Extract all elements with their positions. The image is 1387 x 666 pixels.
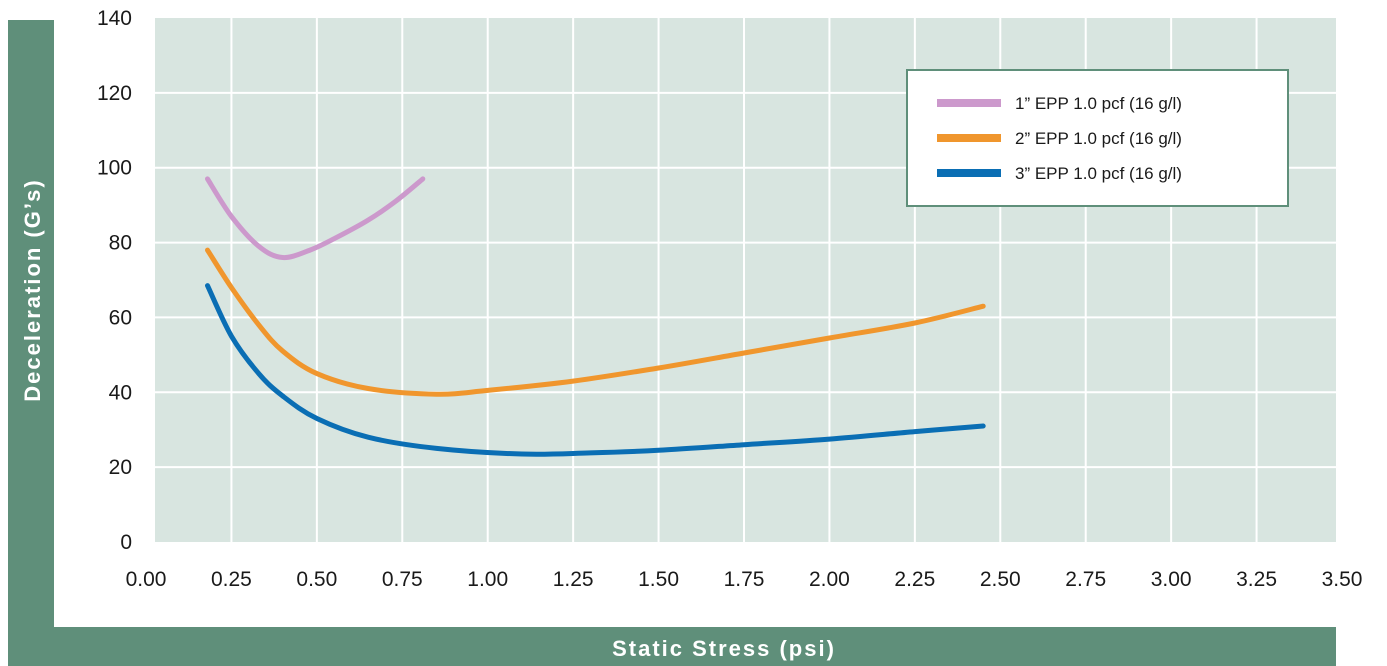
x-tick-label-0: 0.00 <box>126 568 167 591</box>
x-tick-label-6: 1.50 <box>638 568 679 591</box>
x-axis-title: Static Stress (psi) <box>612 636 836 661</box>
x-tick-label-14: 3.50 <box>1322 568 1363 591</box>
x-tick-label-13: 3.25 <box>1236 568 1277 591</box>
y-tick-label-0: 0 <box>120 531 132 554</box>
y-tick-label-2: 40 <box>109 381 132 404</box>
tick-labels: 0.00 0.25 0.50 0.75 1.00 1.25 1.50 1.75 2.00 2.25… <box>97 7 1362 591</box>
y-tick-label-4: 80 <box>109 232 132 255</box>
x-axis-band <box>8 627 1336 666</box>
x-tick-label-11: 2.75 <box>1065 568 1106 591</box>
y-tick-label-6: 120 <box>97 82 132 105</box>
x-tick-label-1: 0.25 <box>211 568 252 591</box>
legend: 1” EPP 1.0 pcf (16 g/l) 2” EPP 1.0 pcf (… <box>906 69 1289 207</box>
series-line-2 <box>205 247 986 397</box>
x-tick-label-2: 0.50 <box>296 568 337 591</box>
y-tick-label-3: 60 <box>109 306 132 329</box>
legend-label-1: 1” EPP 1.0 pcf (16 g/l) <box>1015 94 1182 113</box>
y-tick-label-7: 140 <box>97 7 132 30</box>
x-tick-label-4: 1.00 <box>467 568 508 591</box>
x-tick-label-9: 2.25 <box>894 568 935 591</box>
x-tick-label-8: 2.00 <box>809 568 850 591</box>
y-tick-label-1: 20 <box>109 456 132 479</box>
x-tick-label-7: 1.75 <box>724 568 765 591</box>
y-axis-title: Deceleration (G’s) <box>20 178 45 401</box>
y-axis-band <box>8 20 54 666</box>
x-tick-label-3: 0.75 <box>382 568 423 591</box>
x-tick-label-5: 1.25 <box>553 568 594 591</box>
legend-label-2: 2” EPP 1.0 pcf (16 g/l) <box>1015 129 1182 148</box>
legend-label-3: 3” EPP 1.0 pcf (16 g/l) <box>1015 164 1182 183</box>
y-tick-label-5: 100 <box>97 157 132 180</box>
series-line-3 <box>205 283 986 457</box>
series-lines <box>205 176 986 457</box>
series-line-1 <box>205 176 426 261</box>
x-tick-label-12: 3.00 <box>1151 568 1192 591</box>
x-tick-label-10: 2.50 <box>980 568 1021 591</box>
